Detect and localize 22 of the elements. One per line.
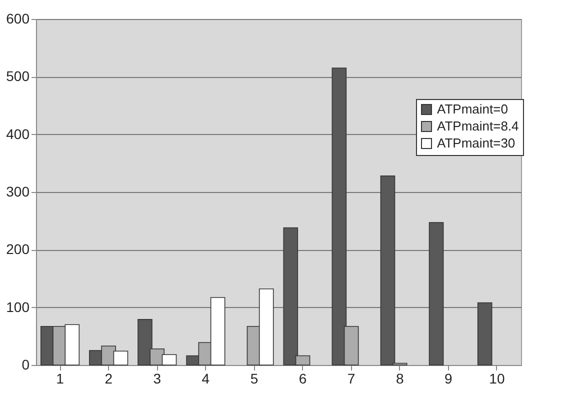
y-tick-label: 500 <box>6 68 30 84</box>
y-tick-label: 400 <box>6 126 30 142</box>
x-tick-label: 9 <box>444 370 453 386</box>
x-tick-label: 6 <box>298 370 307 386</box>
x-tick-label: 10 <box>489 370 505 386</box>
x-tick-label: 7 <box>347 370 356 386</box>
x-tick-label: 5 <box>250 370 258 386</box>
y-tick-label: 300 <box>6 184 30 200</box>
legend-label: ATPmaint=8.4 <box>437 118 519 134</box>
y-tick-label: 200 <box>6 241 30 258</box>
x-tick-label: 3 <box>153 370 162 386</box>
legend-label: ATPmaint=0 <box>437 102 508 116</box>
legend-label: ATPmaint=30 <box>437 136 516 150</box>
bar <box>477 302 492 366</box>
x-tick-label: 1 <box>56 370 64 386</box>
y-tick-label: 0 <box>22 356 30 372</box>
x-tick-label: 2 <box>104 370 113 386</box>
x-tick-label: 4 <box>202 370 210 386</box>
y-tick-label: 100 <box>6 298 30 315</box>
x-tick-label: 8 <box>396 370 404 386</box>
bar <box>428 222 444 366</box>
y-tick-label: 600 <box>6 10 30 26</box>
